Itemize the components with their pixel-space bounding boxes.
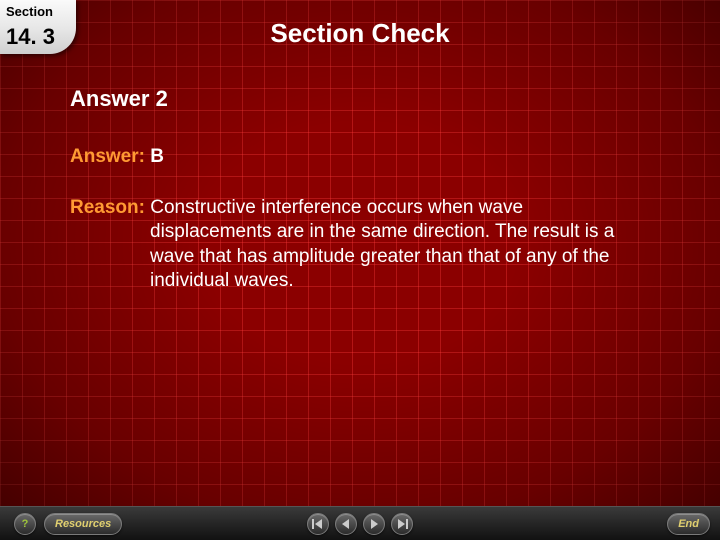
footer-nav-group [304,513,416,535]
skip-forward-icon [396,519,408,529]
triangle-right-icon [369,519,379,529]
reason-block: Reason: Constructive interference occurs… [70,196,650,293]
section-tab-number: 14. 3 [6,24,55,50]
nav-last-button[interactable] [391,513,413,535]
answer-heading: Answer 2 [70,86,168,112]
help-button[interactable]: ? [14,513,36,535]
answer-value: B [150,146,164,167]
nav-next-button[interactable] [363,513,385,535]
reason-first-line: Constructive interference occurs when wa… [150,197,523,218]
nav-first-button[interactable] [307,513,329,535]
nav-prev-button[interactable] [335,513,357,535]
resources-button[interactable]: Resources [44,513,122,535]
end-button[interactable]: End [667,513,710,535]
resources-label: Resources [55,518,111,530]
help-icon: ? [22,518,29,530]
footer-left-group: ? Resources [6,513,122,535]
footer-bar: ? Resources [0,506,720,540]
answer-label: Answer: [70,146,150,167]
section-tab-label: Section [6,4,53,19]
slide-title: Section Check [0,18,720,49]
triangle-left-icon [341,519,351,529]
skip-back-icon [312,519,324,529]
section-tab: Section 14. 3 [0,0,76,54]
answer-line: Answer: B [70,146,164,168]
reason-label: Reason: [70,197,150,218]
slide-container: Section 14. 3 Section Check Answer 2 Ans… [0,0,720,540]
footer-right-group: End [661,513,710,535]
end-label: End [678,518,699,530]
reason-body: displacements are in the same direction.… [70,220,650,293]
